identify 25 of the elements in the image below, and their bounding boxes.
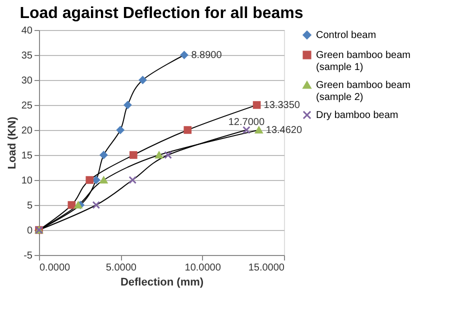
x-tick-label: 15.0000 — [248, 262, 285, 274]
x-tick-label: 10.0000 — [184, 262, 222, 274]
y-tick-label: 40 — [21, 26, 33, 36]
y-tick-label: 10 — [21, 176, 33, 186]
x-axis-title: Deflection (mm) — [120, 276, 204, 288]
annotation: 13.4620 — [266, 125, 302, 136]
y-tick-label: 25 — [21, 100, 33, 112]
legend-label: Green bamboo beam (sample 2) — [316, 80, 411, 103]
annotation: 13.3350 — [264, 100, 300, 111]
legend-label: Control beam — [316, 30, 376, 41]
y-tick-label: 5 — [26, 200, 33, 212]
annotation: 12.7000 — [228, 117, 265, 128]
legend-label: Green bamboo beam (sample 1) — [316, 50, 411, 73]
x-tick-label: 0.0000 — [40, 262, 71, 274]
annotation: 8.8900 — [191, 50, 222, 61]
legend-label: Dry bamboo beam — [316, 110, 398, 121]
y-axis-title: Load (KN) — [6, 116, 18, 170]
y-tick-label: 30 — [21, 76, 33, 86]
y-tick-label: 35 — [21, 50, 33, 62]
chart-title: Load against Deflection for all beams — [20, 5, 304, 22]
y-tick-label: 20 — [21, 126, 33, 136]
y-tick-label: 15 — [21, 150, 33, 162]
x-tick-label: 5.0000 — [106, 262, 137, 274]
y-tick-label: 0 — [26, 226, 33, 236]
y-tick-label: -5 — [24, 250, 33, 262]
